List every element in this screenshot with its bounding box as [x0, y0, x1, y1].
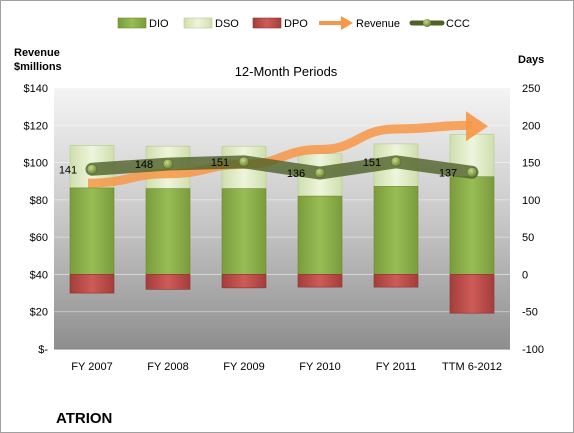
left-tick-label: $40	[30, 269, 48, 281]
right-tick-label: 100	[522, 195, 540, 207]
left-axis-title-line2: $millions	[14, 61, 62, 73]
right-tick-label: 50	[522, 232, 534, 244]
category-axis: FY 2007 FY 2008 FY 2009 FY 2010 FY 2011 TTM 6…	[71, 361, 502, 373]
ccc-line: 141 148 151 136 151 137	[59, 155, 479, 180]
bar-dio	[145, 188, 191, 275]
right-axis-title: Days	[518, 54, 544, 66]
revenue-arrowhead	[466, 111, 488, 142]
left-axis-title-line1: Revenue	[14, 47, 60, 59]
left-tick-label: $120	[24, 120, 48, 132]
ccc-data-label: 151	[363, 157, 381, 169]
legend-swatch-dpo	[252, 17, 282, 29]
left-tick-label: $80	[30, 195, 48, 207]
ccc-data-label: 137	[439, 167, 457, 179]
company-name: ATRION	[56, 410, 112, 427]
ccc-path	[85, 155, 479, 180]
ccc-data-label: 136	[287, 168, 305, 180]
right-axis: -100 -50 0 50 100 150 200 250	[522, 83, 544, 356]
right-tick-label: -100	[522, 344, 544, 356]
ccc-data-label: 148	[135, 159, 153, 171]
left-tick-label: $140	[24, 83, 48, 95]
ccc-point	[162, 158, 174, 170]
legend: DIO DSO DPO Revenue CCC	[117, 16, 470, 30]
left-tick-label: $100	[24, 158, 48, 170]
left-tick-label: $20	[30, 307, 48, 319]
ccc-point	[238, 156, 250, 168]
ccc-data-label: 151	[211, 157, 229, 169]
left-axis: $- $20 $40 $60 $80 $100 $120 $140	[24, 83, 49, 356]
bar-dpo	[145, 274, 191, 290]
left-tick-label: $60	[30, 232, 48, 244]
legend-label-dpo: DPO	[284, 18, 308, 30]
right-tick-label: 250	[522, 83, 540, 95]
category-label: FY 2010	[299, 361, 340, 373]
bar-dpo	[449, 274, 495, 314]
category-label: FY 2007	[71, 361, 112, 373]
ccc-data-label: 141	[59, 164, 77, 176]
ccc-point	[390, 156, 402, 168]
bar-dpo	[69, 274, 115, 294]
category-label: FY 2011	[376, 361, 417, 373]
legend-label-dso: DSO	[215, 18, 239, 30]
ccc-point	[86, 164, 98, 175]
bar-dio	[373, 186, 419, 275]
legend-swatch-revenue	[319, 16, 353, 30]
bar-dpo	[297, 274, 343, 288]
right-tick-label: 150	[522, 158, 540, 170]
bar-dio	[69, 187, 115, 275]
bar-dio	[221, 188, 267, 275]
bar-dpo	[221, 274, 267, 289]
ccc-point	[466, 167, 478, 178]
bar-dio	[449, 176, 495, 275]
bar-dpo	[373, 274, 419, 288]
legend-swatch-ccc	[409, 19, 445, 27]
ccc-point	[314, 167, 326, 179]
revenue-arrow	[87, 111, 488, 188]
revenue-line	[87, 120, 473, 188]
category-label: FY 2009	[223, 361, 264, 373]
legend-label-ccc: CCC	[446, 18, 470, 30]
chart-subtitle: 12-Month Periods	[235, 64, 338, 79]
legend-swatch-dio	[117, 17, 147, 29]
right-tick-label: -50	[522, 307, 538, 319]
right-tick-label: 200	[522, 120, 540, 132]
right-tick-label: 0	[522, 269, 528, 281]
legend-swatch-dso	[183, 17, 213, 29]
left-tick-label: $-	[38, 344, 48, 356]
category-label: FY 2008	[147, 361, 188, 373]
category-label: TTM 6-2012	[442, 361, 502, 373]
bar-dio	[297, 195, 343, 275]
legend-label-revenue: Revenue	[356, 18, 400, 30]
legend-label-dio: DIO	[149, 18, 169, 30]
